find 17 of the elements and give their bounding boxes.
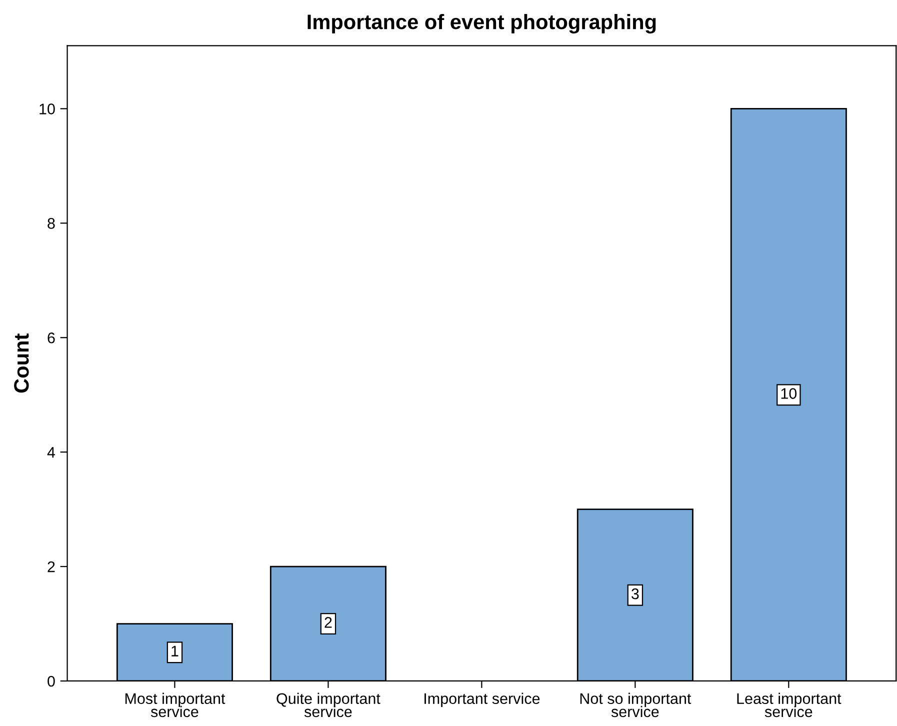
y-tick-label: 6 <box>48 332 55 344</box>
y-tick-label: 10 <box>40 104 55 114</box>
x-tick-label: Least important service <box>737 692 842 718</box>
y-tick-label: 8 <box>48 218 55 229</box>
y-tick-label: 4 <box>47 447 56 458</box>
y-tick-label: 0 <box>48 676 55 687</box>
x-tick-label: Most important service <box>125 692 226 718</box>
x-tick-label: Not so important service <box>580 692 692 718</box>
data-label: 1 <box>172 646 178 656</box>
data-label: 3 <box>632 588 639 600</box>
x-tick-label: Important service <box>424 692 540 708</box>
data-label: 10 <box>781 388 797 399</box>
data-label: 2 <box>324 617 332 628</box>
x-tick-label: Quite important service <box>276 692 380 718</box>
y-axis-title: Count <box>14 334 29 393</box>
y-tick-label: 2 <box>48 561 55 572</box>
chart-title: Importance of event photographing <box>308 14 656 34</box>
